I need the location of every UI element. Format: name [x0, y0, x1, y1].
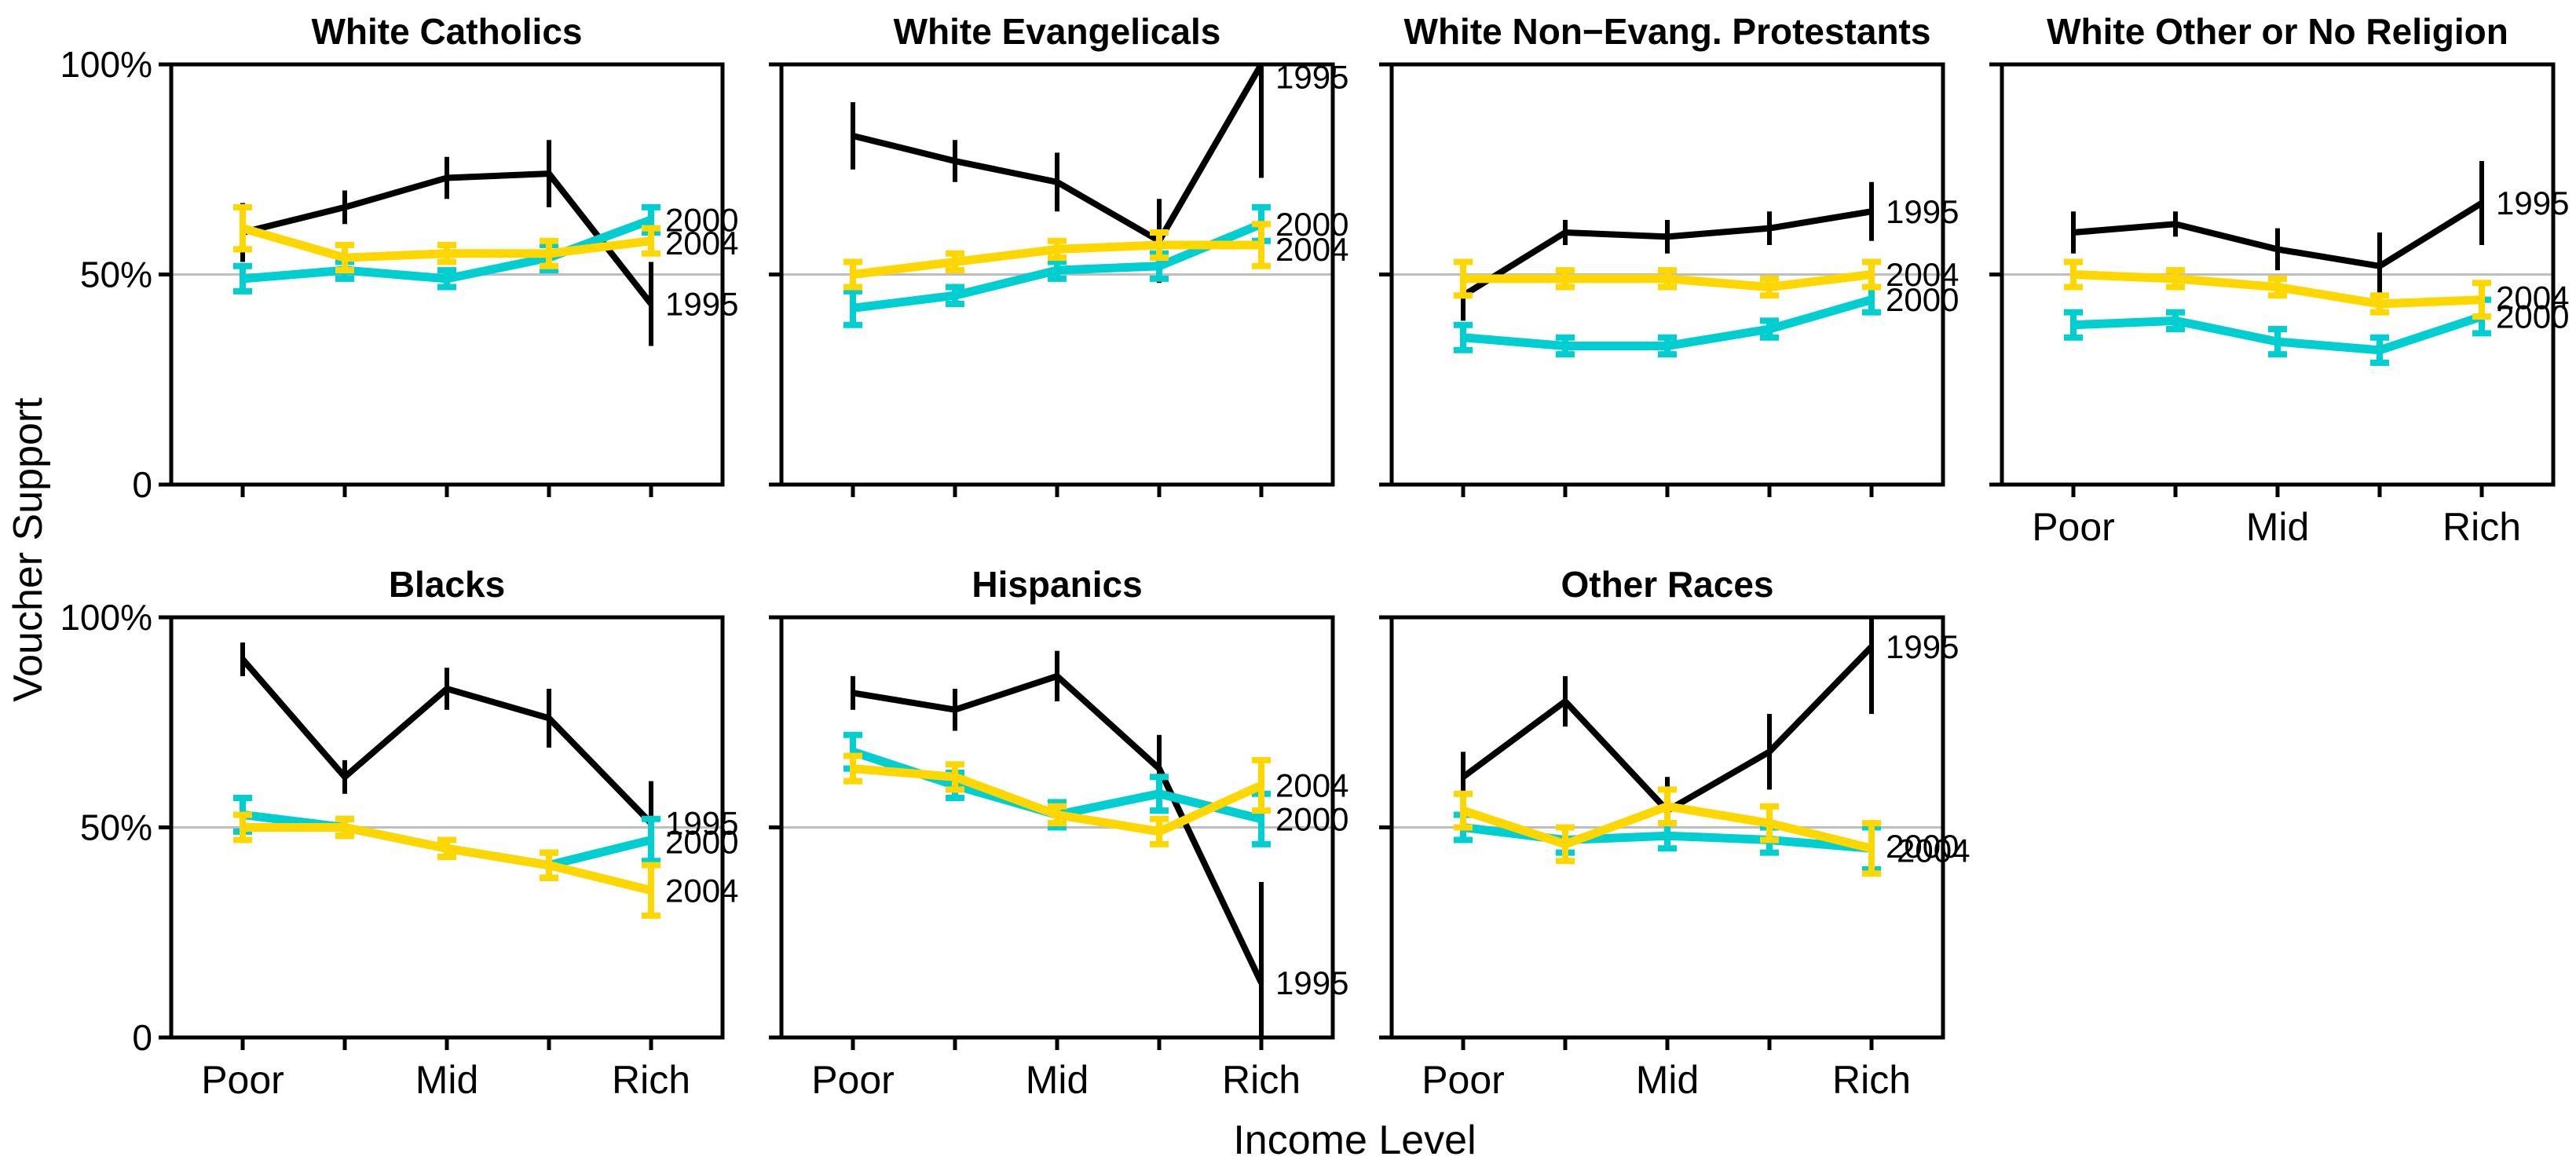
series-end-label-2000: 2000	[1886, 281, 1959, 318]
x-tick-label: Mid	[415, 1058, 479, 1102]
series-end-label-2004: 2004	[2496, 279, 2569, 316]
x-tick-label: Poor	[201, 1058, 284, 1102]
series-end-label-2004: 2004	[1275, 231, 1348, 268]
series-end-label-1995: 1995	[1275, 59, 1348, 96]
error-bars-1995	[851, 650, 1264, 1037]
y-tick-label: 0	[132, 1017, 152, 1058]
panel-title: Hispanics	[971, 564, 1142, 605]
series-end-label-1995: 1995	[1886, 628, 1959, 665]
series-end-label-2004: 2004	[665, 872, 738, 909]
x-tick-label: Rich	[1222, 1058, 1301, 1102]
series-end-label-1995: 1995	[2496, 185, 2569, 221]
panel-title: White Catholics	[311, 11, 582, 52]
error-bars-2004	[843, 221, 1271, 291]
x-tick-label: Rich	[612, 1058, 690, 1102]
x-tick-label: Rich	[1832, 1058, 1911, 1102]
error-bars-1995	[240, 642, 653, 865]
series-end-label-1995: 1995	[665, 805, 738, 842]
series-end-label-2000: 2000	[665, 824, 738, 861]
series-end-label-2000: 2000	[1275, 800, 1348, 837]
series-end-label-1995: 1995	[1275, 964, 1348, 1001]
error-bars-2000	[1454, 284, 1881, 358]
y-tick-label: 50%	[80, 254, 152, 295]
y-tick-label: 100%	[60, 597, 152, 638]
series-end-label-2004: 2004	[1275, 767, 1348, 804]
x-tick-label: Rich	[2442, 505, 2521, 549]
series-end-label-2004: 2004	[665, 225, 738, 262]
y-tick-label: 0	[132, 464, 152, 505]
x-tick-label: Mid	[1636, 1058, 1700, 1102]
series-end-label-1995: 1995	[1886, 193, 1959, 230]
panel-title: White Evangelicals	[894, 11, 1221, 52]
series-end-label-2004: 2004	[1897, 832, 1970, 869]
x-tick-label: Mid	[1026, 1058, 1089, 1102]
series-end-label-2000: 2000	[2496, 298, 2569, 335]
y-tick-label: 50%	[80, 807, 152, 848]
series-end-label-2004: 2004	[1886, 256, 1959, 293]
y-axis-title: Voucher Support	[5, 397, 51, 702]
error-bars-2004	[843, 752, 1271, 847]
series-end-label-1995: 1995	[665, 285, 738, 322]
error-bars-2004	[2064, 258, 2491, 320]
series-end-label-2000: 2000	[1275, 206, 1348, 243]
x-tick-label: Poor	[2032, 505, 2115, 549]
panel-title: Other Races	[1561, 564, 1773, 605]
series-end-label-2000: 2000	[1886, 828, 1959, 865]
x-tick-label: Poor	[1422, 1058, 1505, 1102]
x-axis-title: Income Level	[1233, 1118, 1476, 1163]
panel-title: White Non−Evang. Protestants	[1404, 11, 1931, 52]
panel-title: White Other or No Religion	[2047, 11, 2508, 52]
series-end-label-2000: 2000	[665, 201, 738, 238]
panel-white-other-or-no-religion: Poor Mid Rich White Other or No Religion 199…	[1989, 11, 2569, 549]
error-bars-1995	[1461, 181, 1874, 321]
x-tick-label: Mid	[2246, 505, 2310, 549]
error-bars-2004	[233, 811, 660, 919]
error-bars-2004	[1454, 786, 1881, 877]
panel-title: Blacks	[389, 564, 505, 605]
error-bars-2004	[233, 203, 660, 274]
error-bars-2004	[1454, 258, 1881, 299]
x-tick-label: Poor	[811, 1058, 895, 1102]
error-bars-1995	[2071, 161, 2484, 300]
error-bars-2000	[843, 203, 1271, 328]
y-tick-label: 100%	[60, 44, 152, 85]
